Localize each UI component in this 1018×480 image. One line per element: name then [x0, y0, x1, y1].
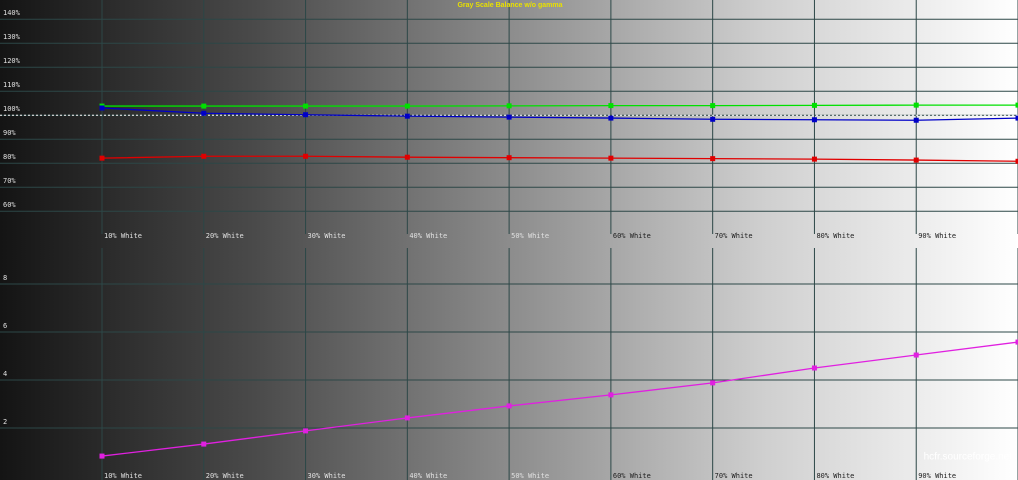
x-tick-label: 20% White [206, 472, 244, 480]
data-point [1015, 115, 1018, 121]
data-point [710, 380, 716, 386]
data-point [913, 352, 919, 358]
x-tick-label: 10% White [104, 232, 142, 240]
data-point [404, 415, 410, 421]
data-point [710, 156, 716, 162]
series-line [101, 155, 1018, 162]
y-tick-label: 6 [3, 322, 7, 330]
data-point [710, 103, 716, 109]
data-point [404, 103, 410, 109]
data-point [506, 103, 512, 109]
y-tick-label: 140% [3, 9, 21, 17]
data-point [1015, 102, 1018, 108]
data-point [506, 155, 512, 161]
x-tick-label: 50% White [511, 472, 549, 480]
data-point [201, 103, 207, 109]
data-point [201, 153, 207, 159]
x-tick-label: 70% White [715, 232, 753, 240]
x-tick-label: 90% White [918, 232, 956, 240]
data-point [404, 113, 410, 119]
series-line [102, 104, 1018, 107]
data-point [303, 428, 309, 434]
data-point [404, 154, 410, 160]
y-tick-label: 130% [3, 33, 21, 41]
data-point [506, 403, 512, 409]
x-tick-label: 30% White [308, 472, 346, 480]
x-tick-label: 70% White [715, 472, 753, 480]
x-tick-label: 90% White [918, 472, 956, 480]
data-point [913, 102, 919, 108]
data-point [710, 116, 716, 122]
y-tick-label: 120% [3, 57, 21, 65]
x-tick-label: 10% White [104, 472, 142, 480]
data-point [913, 157, 919, 163]
data-point [1015, 339, 1018, 345]
data-point [913, 117, 919, 123]
watermark: hcfr.sourceforge.net [924, 452, 1013, 463]
data-point [303, 153, 309, 159]
data-point [608, 392, 614, 398]
x-tick-label: 40% White [409, 232, 447, 240]
x-tick-label: 20% White [206, 232, 244, 240]
data-point [99, 155, 105, 161]
data-point [303, 112, 309, 118]
data-point [811, 365, 817, 371]
x-tick-label: 60% White [613, 232, 651, 240]
x-tick-label: 60% White [613, 472, 651, 480]
data-point [201, 441, 207, 447]
x-tick-label: 50% White [511, 232, 549, 240]
data-point [201, 110, 207, 116]
y-tick-label: 4 [3, 370, 7, 378]
data-point [506, 114, 512, 120]
data-point [99, 105, 105, 111]
x-tick-label: 80% White [816, 472, 854, 480]
x-tick-label: 40% White [409, 472, 447, 480]
data-point [608, 155, 614, 161]
data-point [811, 156, 817, 162]
chart-title: Gray Scale Balance w/o gamma [457, 2, 562, 9]
y-tick-label: 90% [3, 129, 16, 137]
data-point [811, 102, 817, 108]
data-point [99, 453, 105, 459]
y-tick-label: 60% [3, 201, 16, 209]
y-tick-label: 110% [3, 81, 21, 89]
x-tick-label: 30% White [308, 232, 346, 240]
data-point [811, 117, 817, 123]
data-point [608, 115, 614, 121]
y-tick-label: 8 [3, 274, 7, 282]
data-point [608, 103, 614, 109]
y-tick-label: 2 [3, 418, 7, 426]
x-tick-label: 80% White [816, 232, 854, 240]
series-line [101, 341, 1018, 457]
data-point [1015, 158, 1018, 164]
y-tick-label: 100% [3, 105, 21, 113]
y-tick-label: 80% [3, 153, 16, 161]
series-line [101, 107, 1018, 121]
y-tick-label: 70% [3, 177, 16, 185]
data-point [303, 103, 309, 109]
